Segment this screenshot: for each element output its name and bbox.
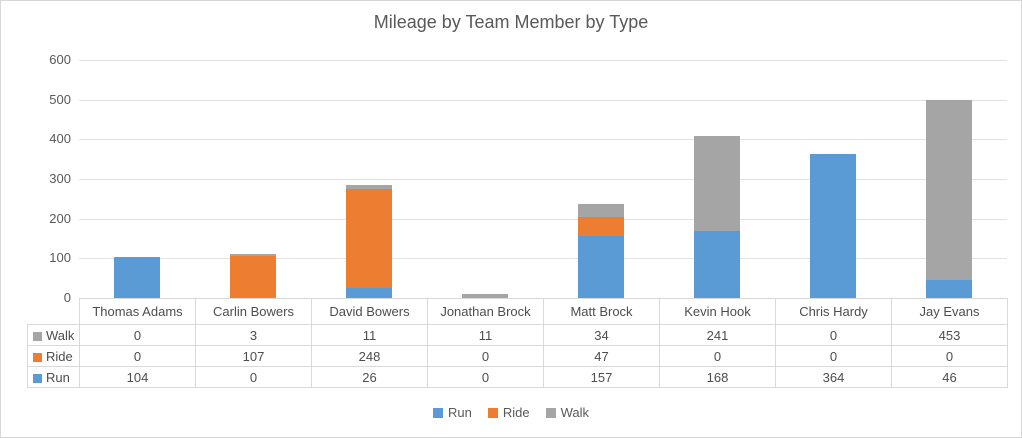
y-axis-tick-label: 200 bbox=[49, 210, 71, 226]
walk-series-swatch-icon bbox=[33, 331, 42, 341]
table-value-cell: 104 bbox=[79, 366, 196, 388]
table-value-cell: 0 bbox=[427, 366, 544, 388]
bar-segment-ride bbox=[346, 189, 392, 288]
table-value-cell: 157 bbox=[543, 366, 660, 388]
chart-legend: Run Ride Walk bbox=[1, 405, 1021, 420]
chart-data-table: Thomas Adams Carlin Bowers David Bowers Jon… bbox=[27, 298, 1008, 388]
category-header-cell: Chris Hardy bbox=[775, 298, 892, 325]
legend-label: Walk bbox=[560, 405, 589, 420]
table-value-cell: 168 bbox=[659, 366, 776, 388]
table-value-cell: 3 bbox=[195, 324, 312, 346]
bar-segment-run bbox=[578, 235, 624, 298]
bar-segment-ride bbox=[230, 255, 276, 298]
series-row-label: Run bbox=[27, 366, 80, 388]
table-value-cell: 453 bbox=[891, 324, 1008, 346]
category-header-cell: Kevin Hook bbox=[659, 298, 776, 325]
table-value-cell: 47 bbox=[543, 345, 660, 367]
run-series-swatch-icon bbox=[33, 373, 42, 383]
table-value-cell: 0 bbox=[427, 345, 544, 367]
table-value-cell: 0 bbox=[79, 324, 196, 346]
y-gridline-400 bbox=[79, 139, 1007, 141]
y-gridline-600 bbox=[79, 60, 1007, 61]
series-row-label: Walk bbox=[27, 324, 80, 346]
legend-item-run: Run bbox=[432, 405, 472, 420]
table-value-cell: 107 bbox=[195, 345, 312, 367]
bar-segment-walk bbox=[926, 100, 972, 280]
table-series-row-run: Run 104 0 26 0 157 168 364 46 bbox=[27, 366, 1008, 388]
table-value-cell: 46 bbox=[891, 366, 1008, 388]
table-value-cell: 0 bbox=[775, 324, 892, 346]
table-value-cell: 0 bbox=[79, 345, 196, 367]
y-axis-tick-label: 300 bbox=[49, 171, 71, 186]
y-axis-tick-label: 400 bbox=[49, 131, 71, 147]
table-value-cell: 241 bbox=[659, 324, 776, 346]
bar-segment-run bbox=[694, 231, 740, 298]
bar-segment-walk bbox=[462, 293, 508, 298]
table-value-cell: 0 bbox=[195, 366, 312, 388]
legend-label: Run bbox=[447, 405, 472, 420]
table-header-row: Thomas Adams Carlin Bowers David Bowers Jon… bbox=[28, 298, 1008, 325]
y-axis-tick-label: 0 bbox=[63, 290, 71, 305]
category-header-cell: Jonathan Brock bbox=[427, 298, 544, 325]
y-gridline-100 bbox=[79, 258, 1007, 260]
y-gridline-300 bbox=[79, 179, 1007, 180]
legend-item-ride: Ride bbox=[487, 405, 530, 420]
run-legend-swatch-icon bbox=[432, 407, 443, 418]
bar-segment-walk bbox=[230, 254, 276, 256]
table-value-cell: 11 bbox=[427, 324, 544, 346]
y-axis-tick-label: 600 bbox=[49, 52, 71, 67]
bar-segment-run bbox=[346, 287, 392, 298]
table-series-row-walk: Walk 0 3 11 11 34 241 0 453 bbox=[27, 324, 1008, 346]
walk-legend-swatch-icon bbox=[545, 407, 556, 418]
table-value-cell: 0 bbox=[891, 345, 1008, 367]
y-axis-tick-label: 500 bbox=[49, 91, 71, 107]
chart-title: Mileage by Team Member by Type bbox=[373, 12, 649, 32]
table-value-cell: 26 bbox=[311, 366, 428, 388]
category-header-cell: David Bowers bbox=[311, 298, 428, 325]
category-header-cell: Jay Evans bbox=[891, 298, 1008, 325]
y-gridline-500 bbox=[79, 99, 1007, 101]
bar-segment-walk bbox=[694, 135, 740, 232]
table-value-cell: 0 bbox=[775, 345, 892, 367]
bar-segment-walk bbox=[346, 184, 392, 190]
table-value-cell: 364 bbox=[775, 366, 892, 388]
legend-label: Ride bbox=[502, 405, 530, 420]
plot-area bbox=[79, 60, 1007, 299]
category-header-cell: Carlin Bowers bbox=[195, 298, 312, 325]
y-axis-tick-label: 100 bbox=[49, 250, 71, 266]
table-value-cell: 248 bbox=[311, 345, 428, 367]
category-header-cell: Matt Brock bbox=[543, 298, 660, 325]
table-value-cell: 11 bbox=[311, 324, 428, 346]
y-gridline-200 bbox=[79, 218, 1007, 220]
category-header-cell: Thomas Adams bbox=[79, 298, 196, 325]
table-value-cell: 0 bbox=[659, 345, 776, 367]
bar-segment-run bbox=[114, 256, 160, 298]
legend-item-walk: Walk bbox=[545, 405, 589, 420]
bar-segment-walk bbox=[578, 203, 624, 218]
bar-segment-ride bbox=[578, 217, 624, 236]
table-series-row-ride: Ride 0 107 248 0 47 0 0 0 bbox=[27, 345, 1008, 367]
bar-segment-run bbox=[810, 153, 856, 298]
table-value-cell: 34 bbox=[543, 324, 660, 346]
series-row-label: Ride bbox=[27, 345, 80, 367]
bar-segment-run bbox=[926, 279, 972, 298]
ride-legend-swatch-icon bbox=[487, 407, 498, 418]
ride-series-swatch-icon bbox=[33, 352, 42, 362]
